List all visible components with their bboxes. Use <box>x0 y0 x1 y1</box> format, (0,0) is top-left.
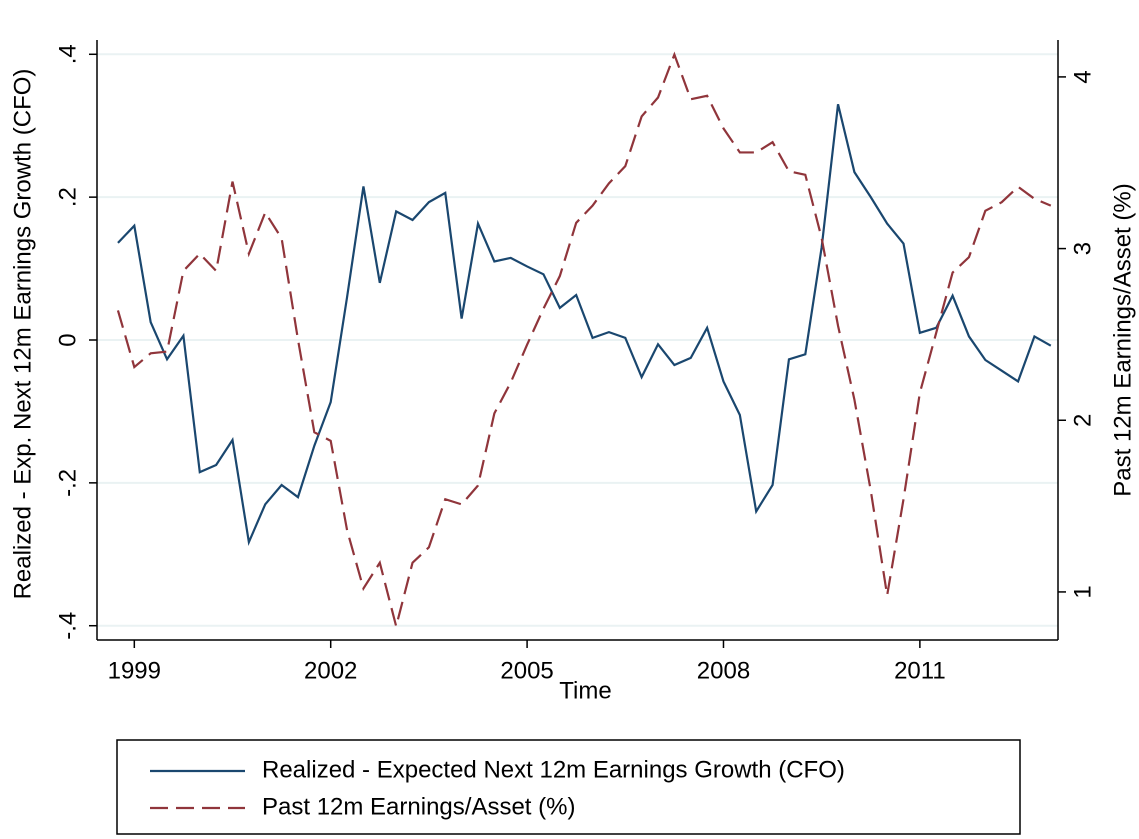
x-axis-title: Time <box>559 677 611 704</box>
legend-label: Realized - Expected Next 12m Earnings Gr… <box>262 756 845 783</box>
y-tick-label: .2 <box>54 187 81 207</box>
y-axis-title: Realized - Exp. Next 12m Earnings Growth… <box>9 69 36 600</box>
y2-tick-label: 1 <box>1069 585 1096 598</box>
y-tick-label: -.4 <box>54 612 81 640</box>
series-line <box>117 104 1052 547</box>
y-tick-label: .4 <box>54 44 81 64</box>
y2-tick-label: 4 <box>1069 70 1096 83</box>
legend-label: Past 12m Earnings/Asset (%) <box>262 793 575 820</box>
x-tick-label: 2011 <box>894 657 946 684</box>
y2-tick-label: 3 <box>1069 242 1096 255</box>
x-tick-label: 2002 <box>304 657 357 684</box>
x-tick-label: 2005 <box>500 657 553 684</box>
y2-axis-title: Past 12m Earnings/Asset (%) <box>1109 183 1136 496</box>
x-tick-label: 2008 <box>697 657 750 684</box>
legend-box <box>116 739 1021 835</box>
series-line <box>116 51 1052 627</box>
y2-tick-label: 2 <box>1069 414 1096 427</box>
y-tick-label: 0 <box>54 333 81 346</box>
y-tick-label: -.2 <box>54 469 81 497</box>
x-tick-label: 1999 <box>108 657 161 684</box>
